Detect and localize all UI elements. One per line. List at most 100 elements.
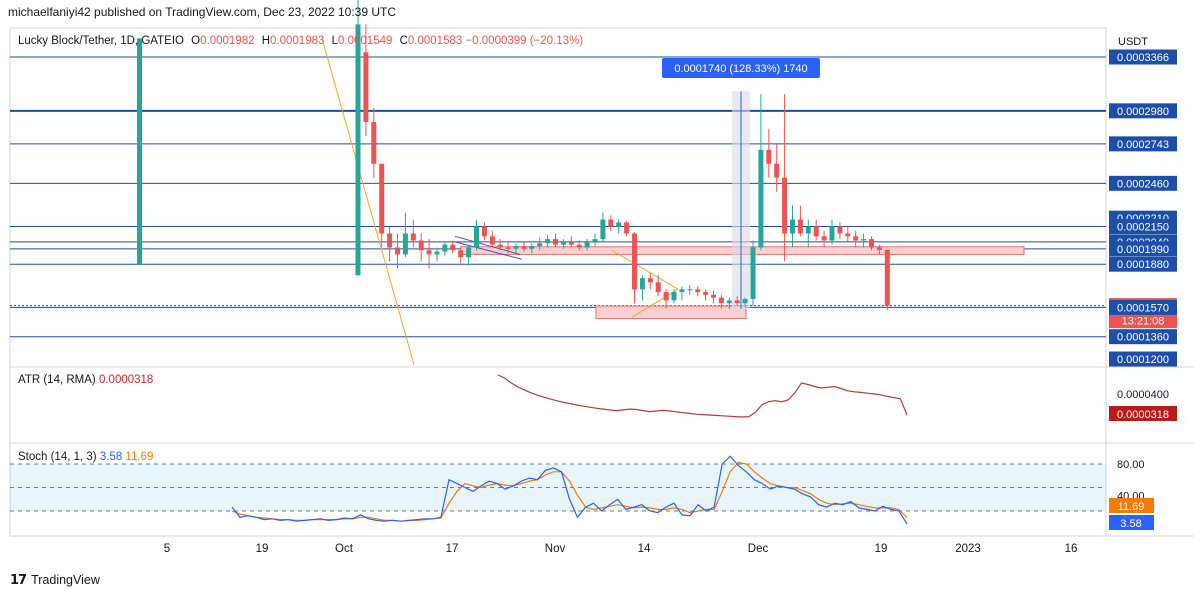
candle-body [584,241,590,248]
candle-body [853,236,859,241]
candle-body [687,289,693,291]
candle-body [829,226,835,241]
candle-body [797,219,803,234]
candle-body [837,226,843,234]
trendline [321,38,415,365]
price-axis-label: 0.0001200 [1117,354,1169,366]
low-label: L [331,35,338,47]
tradingview-logo-icon: 𝟭𝟳 [10,572,27,587]
stoch-k-badge [1109,515,1154,530]
candle-body [876,247,882,250]
low-value: 0.0001549 [338,35,393,47]
candle-body [355,24,361,276]
price-axis-badge [1109,329,1177,345]
price-axis-badge [1109,103,1177,119]
candle-body [679,289,685,293]
candle-body [703,292,709,295]
candle-body [529,246,535,249]
candle-body [726,300,732,304]
candle-body [813,226,819,237]
close-value: 0.0001583 [407,35,463,47]
candle-body [655,282,661,293]
candle-body [481,226,487,237]
atr-legend: ATR (14, RMA) 0.0000318 [18,374,153,386]
candle-body [387,233,393,248]
candle-body [137,38,142,265]
atr-badge [1109,406,1177,421]
candle-body [718,297,724,304]
time-axis-tick: 19 [875,543,888,555]
candle-body [845,233,851,237]
candle-body [402,233,408,255]
candle-body [497,244,503,248]
time-axis-tick: Dec [748,543,769,555]
countdown-badge [1109,313,1177,329]
candle-body [545,239,551,244]
candle-body [537,243,543,247]
price-axis-label: 0.0001990 [1117,244,1169,256]
footer[interactable]: 𝟭𝟳 TradingView [10,572,100,588]
price-axis-label: 0.0001880 [1117,259,1169,271]
stoch-d-badge-label: 11.69 [1118,501,1145,513]
candle-body [505,247,511,249]
candle-body [450,244,456,251]
candle-body [671,292,677,301]
candle-body [805,226,811,234]
atr-badge-label: 0.0000318 [1117,409,1169,421]
atr-line [497,374,908,418]
stoch-k-value: 3.58 [99,451,123,463]
candle-body [821,236,827,241]
candle-body [521,246,527,249]
candle-body [869,239,874,248]
price-axis-label: 0.0001360 [1117,332,1169,344]
price-axis-label: 0.0002460 [1117,178,1169,190]
support-zone [595,305,747,320]
high-value: 0.0001983 [270,35,325,47]
time-axis-tick: 19 [256,543,269,555]
candle-body [600,219,606,240]
candle-body [624,222,630,234]
candle-body [766,149,772,164]
candle-body [861,239,867,241]
candle-body [608,219,614,227]
candle-body [410,233,416,241]
candle-body [742,299,748,304]
time-axis-tick: 16 [1065,543,1078,555]
candle-body [395,247,400,255]
candle-body [474,226,479,248]
stoch-k-line [231,455,908,525]
price-axis-label: 0.0002150 [1117,222,1169,234]
price-legend: Lucky Block/Tether, 1D, GATEIO O0.000198… [18,35,583,47]
candle-body [782,177,788,234]
symbol-label: Lucky Block/Tether, 1D, GATEIO [18,35,184,47]
candle-body [790,219,795,234]
price-axis-label: 0.0003366 [1117,52,1169,64]
candle-body [774,163,780,178]
stoch-k-badge-label: 3.58 [1120,518,1141,530]
atr-axis-tick: 0.0000400 [1117,389,1169,401]
stoch-legend: Stoch (14, 1, 3) 3.58 11.69 [18,451,153,463]
time-axis-tick: 14 [638,543,651,555]
stoch-label: Stoch (14, 1, 3) [18,451,97,463]
close-label: C [399,35,408,47]
change-value: −0.0000399 (−20.13%) [465,35,584,47]
trendline [454,235,521,255]
time-axis-tick: 17 [446,543,459,555]
time-axis-tick: 2023 [955,543,981,555]
candle-body [553,239,558,245]
candle-body [458,250,464,258]
candle-body [434,251,440,255]
candle-body [592,239,598,242]
candle-body [513,246,519,249]
candle-body [663,292,669,301]
footer-logo-text: TradingView [31,573,100,587]
atr-value: 0.0000318 [98,374,154,386]
time-axis-tick: Oct [335,543,354,555]
candle-body [418,240,424,251]
candle-body [695,289,701,293]
measure-label: 0.0001740 (128.33%) 1740 [674,63,807,75]
stoch-d-value: 11.69 [125,451,154,463]
stoch-axis-tick: 80.00 [1117,459,1145,471]
time-axis-tick: Nov [545,543,566,555]
